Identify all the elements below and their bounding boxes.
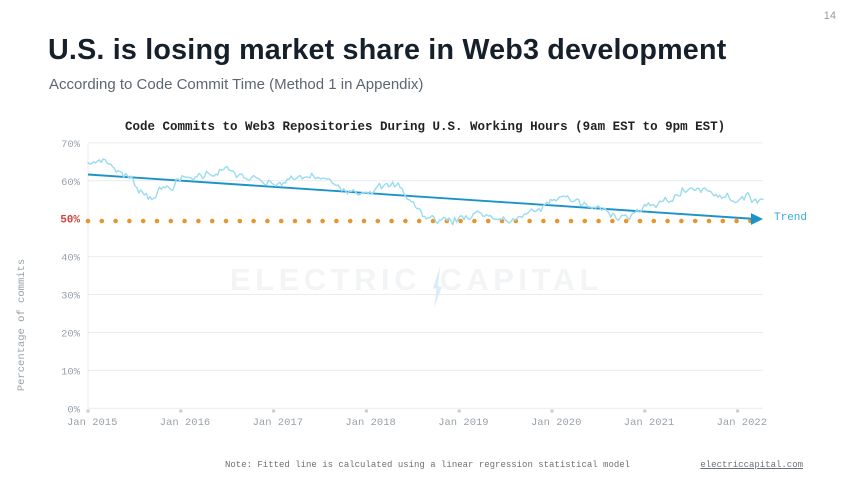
svg-text:20%: 20% <box>61 328 81 340</box>
svg-text:Jan 2020: Jan 2020 <box>531 417 581 429</box>
svg-text:0%: 0% <box>67 404 80 416</box>
svg-text:Jan 2022: Jan 2022 <box>717 417 767 429</box>
svg-text:Jan 2021: Jan 2021 <box>624 417 674 429</box>
svg-text:10%: 10% <box>61 366 81 378</box>
svg-text:Jan 2017: Jan 2017 <box>253 417 303 429</box>
svg-text:Jan 2015: Jan 2015 <box>67 417 117 429</box>
svg-text:60%: 60% <box>61 177 81 189</box>
svg-text:ELECTRIC: ELECTRIC <box>230 262 421 297</box>
svg-text:70%: 70% <box>61 139 81 151</box>
svg-text:40%: 40% <box>61 253 81 265</box>
svg-text:Jan 2016: Jan 2016 <box>160 417 210 429</box>
svg-text:50%: 50% <box>60 215 80 227</box>
svg-text:30%: 30% <box>61 291 81 303</box>
svg-text:CAPITAL: CAPITAL <box>439 262 603 297</box>
svg-text:Jan 2019: Jan 2019 <box>438 417 488 429</box>
svg-text:Trend: Trend <box>774 212 807 224</box>
svg-text:Jan 2018: Jan 2018 <box>345 417 395 429</box>
